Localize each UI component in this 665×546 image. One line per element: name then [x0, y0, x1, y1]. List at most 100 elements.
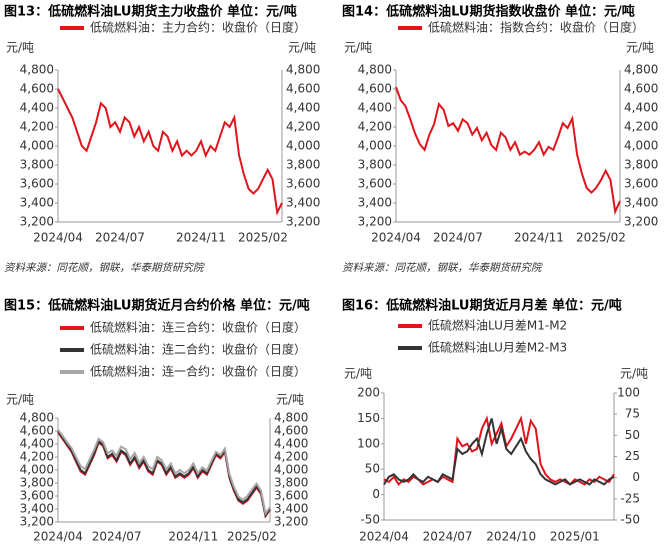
y2-tick-label: 4,400	[286, 101, 320, 115]
y-tick-label: 0	[372, 487, 380, 501]
y-tick-label: 3,800	[20, 158, 54, 172]
y2-tick-label: 3,400	[274, 502, 308, 516]
x-tick-label: 2024/04	[359, 530, 409, 544]
y2-axis-label: 元/吨	[620, 367, 648, 381]
y-tick-label: 4,200	[20, 120, 54, 134]
y-tick-label: 3,600	[358, 177, 392, 191]
y2-tick-label: 100	[617, 386, 640, 400]
y-tick-label: 200	[357, 386, 380, 400]
x-tick-label: 2024/10	[486, 530, 536, 544]
y2-tick-label: 4,200	[624, 120, 658, 134]
y2-tick-label: 25	[625, 449, 640, 463]
y-tick-label: 3,200	[20, 515, 54, 529]
y2-tick-label: 4,600	[286, 82, 320, 96]
y-tick-label: 4,600	[358, 82, 392, 96]
y2-tick-label: 0	[632, 470, 640, 484]
series-line	[57, 88, 283, 216]
x-tick-label: 2024/04	[33, 231, 83, 245]
y-tick-label: 3,600	[20, 489, 54, 503]
y-axis-label: 元/吨	[344, 41, 372, 55]
y-tick-label: 50	[365, 462, 380, 476]
y-tick-label: 100	[357, 436, 380, 450]
y-tick-label: 4,400	[358, 101, 392, 115]
y2-tick-label: 3,800	[274, 476, 308, 490]
y-axis-label: 元/吨	[6, 41, 34, 55]
y2-tick-label: 50	[625, 428, 640, 442]
x-tick-label: 2024/07	[92, 530, 142, 544]
y-tick-label: 3,400	[358, 196, 392, 210]
legend-label: 低硫燃料油：连一合约：收盘价（日度）	[90, 364, 306, 379]
series-line	[57, 430, 271, 519]
series-line	[383, 418, 615, 486]
y2-tick-label: 4,000	[274, 463, 308, 477]
y2-tick-label: 4,800	[286, 63, 320, 77]
y-tick-label: -50	[360, 513, 380, 527]
y2-tick-label: 3,800	[624, 158, 658, 172]
y2-tick-label: 4,000	[624, 139, 658, 153]
y-tick-label: 4,200	[20, 450, 54, 464]
legend-label: 低硫燃料油：指数合约：收盘价（日度）	[428, 20, 644, 35]
legend-label: 低硫燃料油LU月差M1-M2	[428, 318, 567, 333]
y-tick-label: 3,200	[20, 215, 54, 229]
y-tick-label: 4,800	[20, 411, 54, 425]
series-line	[57, 431, 271, 519]
y-tick-label: 3,800	[358, 158, 392, 172]
y2-axis-label: 元/吨	[288, 41, 316, 55]
x-tick-label: 2024/04	[371, 231, 421, 245]
y-axis-label: 元/吨	[344, 367, 372, 381]
source-note: 资料来源：同花顺，钢联，华泰期货研究院	[4, 262, 205, 274]
source-note: 资料来源：同花顺，钢联，华泰期货研究院	[342, 262, 543, 274]
y2-tick-label: 3,600	[624, 177, 658, 191]
y2-tick-label: 3,400	[286, 196, 320, 210]
legend-label: 低硫燃料油LU月差M2-M3	[428, 340, 567, 355]
y2-tick-label: 4,200	[286, 120, 320, 134]
y2-tick-label: 4,600	[624, 82, 658, 96]
x-tick-label: 2025/02	[238, 231, 288, 245]
y2-tick-label: 4,400	[624, 101, 658, 115]
y-tick-label: 4,800	[20, 63, 54, 77]
y-tick-label: 3,400	[20, 502, 54, 516]
y-tick-label: 4,400	[20, 101, 54, 115]
y-tick-label: 4,600	[20, 424, 54, 438]
x-tick-label: 2025/01	[550, 530, 600, 544]
y-axis-label: 元/吨	[6, 393, 34, 407]
x-tick-label: 2024/11	[514, 231, 564, 245]
legend-label: 低硫燃料油：连二合约：收盘价（日度）	[90, 342, 306, 357]
y-tick-label: 3,600	[20, 177, 54, 191]
y-tick-label: 150	[357, 411, 380, 425]
x-tick-label: 2024/04	[33, 530, 83, 544]
legend-label: 低硫燃料油：主力合约：收盘价（日度）	[90, 20, 306, 35]
y2-tick-label: 3,200	[274, 515, 308, 529]
y2-tick-label: -50	[620, 513, 640, 527]
y-tick-label: 4,000	[20, 139, 54, 153]
y2-tick-label: 3,600	[286, 177, 320, 191]
series-line	[395, 86, 621, 216]
y2-tick-label: 3,400	[624, 196, 658, 210]
chart-title: 图13：低硫燃料油LU期货主力收盘价 单位：元/吨	[4, 4, 297, 20]
x-tick-label: 2024/07	[433, 231, 483, 245]
y2-tick-label: 4,800	[274, 411, 308, 425]
y2-axis-label: 元/吨	[626, 41, 654, 55]
y2-tick-label: 3,800	[286, 158, 320, 172]
y2-tick-label: 4,600	[274, 424, 308, 438]
y2-tick-label: 3,200	[624, 215, 658, 229]
y2-tick-label: -25	[620, 491, 640, 505]
y-tick-label: 3,400	[20, 196, 54, 210]
y-tick-label: 3,800	[20, 476, 54, 490]
x-tick-label: 2024/07	[95, 231, 145, 245]
y2-tick-label: 4,800	[624, 63, 658, 77]
chart-title: 图16：低硫燃料油LU期货近月月差 单位：元/吨	[342, 298, 622, 314]
chart-title: 图15：低硫燃料油LU期货近月合约价格 单位：元/吨	[4, 298, 310, 314]
y2-tick-label: 3,200	[286, 215, 320, 229]
x-tick-label: 2024/07	[423, 530, 473, 544]
x-tick-label: 2025/02	[576, 231, 626, 245]
y-tick-label: 4,400	[20, 437, 54, 451]
series-line	[57, 429, 271, 516]
y-tick-label: 4,600	[20, 82, 54, 96]
y2-tick-label: 3,600	[274, 489, 308, 503]
x-tick-label: 2024/11	[168, 530, 218, 544]
chart-title: 图14：低硫燃料油LU期货指数收盘价 单位：元/吨	[342, 4, 635, 20]
y-tick-label: 3,200	[358, 215, 392, 229]
y-tick-label: 4,000	[20, 463, 54, 477]
